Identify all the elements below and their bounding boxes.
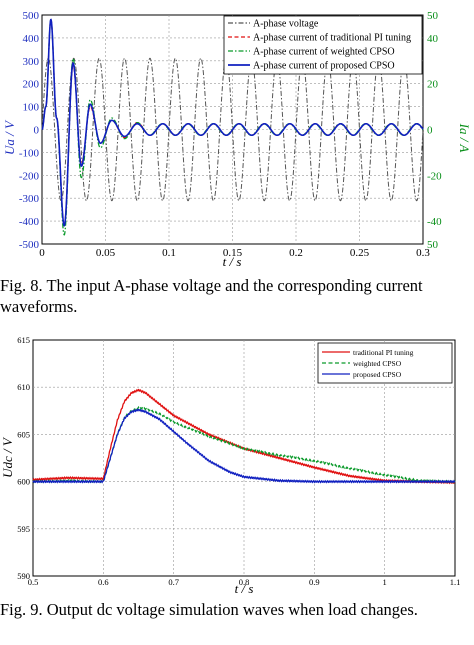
y-tick-label: 300 [23,56,40,68]
x-tick-labels: 0.5 0.6 0.7 0.8 0.9 1 1.1 [28,577,461,587]
x-tick-label: 0.3 [416,247,430,259]
series-line-proposed-cpso [41,18,424,227]
legend-entry: weighted CPSO [353,359,402,368]
y-tick-label: -400 [19,216,40,228]
y-axis-label: Ua / V [2,119,17,155]
y2-tick-label: 50 [427,239,439,251]
y-tick-label: -200 [19,170,40,182]
y-tick-label: 400 [23,33,40,45]
y2-tick-label: -20 [427,170,442,182]
figure-9-chart: 615 610 605 600 595 590 0.5 0.6 0.7 0.8 0.9 1 1.1 U… [0,335,461,596]
y-tick-label: -100 [19,147,40,159]
x-tick-label: 0.8 [239,577,250,587]
x-tick-label: 0.6 [98,577,109,587]
y2-tick-label: 50 [427,10,439,22]
x-tick-label: 0.25 [350,247,370,259]
x-tick-label: 0.2 [289,247,303,259]
figure-9-caption: Fig. 9. Output dc voltage simulation wav… [0,600,418,619]
y-tick-label: -300 [19,193,40,205]
y-tick-label: 500 [23,10,40,22]
legend-entry: A-phase current of traditional PI tuning [253,33,411,44]
y-tick-label: 610 [17,382,30,392]
x-tick-label: 1.1 [450,577,461,587]
series-line-proposed-cpso [32,408,456,484]
legend-entry: proposed CPSO [353,370,402,379]
y-tick-label: 590 [17,571,30,581]
x-tick-label: 0.1 [162,247,176,259]
y2-tick-label: -40 [427,216,442,228]
x-tick-label: 0.5 [28,577,39,587]
right-y-tick-labels: 50 40 20 0 -20 -40 50 [427,10,442,251]
y2-tick-label: 40 [427,33,439,45]
y-tick-labels: 615 610 605 600 595 590 [17,335,30,581]
x-tick-label: 0 [39,247,45,259]
left-y-tick-labels: 500 400 300 200 100 0 -100 -200 -300 -400 -500 [19,10,40,251]
y2-tick-label: 0 [427,125,433,137]
y-tick-label: 200 [23,79,40,91]
y-tick-label: 100 [23,102,40,114]
x-tick-labels: 0 0.05 0.1 0.15 0.2 0.25 0.3 [39,247,430,259]
y-axis-label: Udc / V [0,436,15,478]
legend-entry: A-phase voltage [253,19,319,30]
legend: traditional PI tuning weighted CPSO propos… [317,342,453,384]
x-tick-label: 1 [383,577,387,587]
y-tick-label: 605 [17,429,30,439]
x-tick-label: 0.05 [96,247,116,259]
y-tick-label: 595 [17,524,30,534]
legend-entry: A-phase current of proposed CPSO [253,61,395,72]
y-tick-label: 615 [17,335,30,345]
legend: A-phase voltage A-phase current of tradit… [223,15,423,75]
x-tick-label: 0.15 [223,247,243,259]
y2-axis-label: Ia / A [457,123,472,153]
series-group [32,388,456,485]
x-tick-label: 0.9 [309,577,320,587]
grid-lines [33,340,455,576]
y-tick-label: 600 [17,477,30,487]
legend-entry: A-phase current of weighted CPSO [253,47,395,58]
y2-tick-label: 20 [427,79,439,91]
series-group [41,18,424,236]
x-axis-label: t / s [235,581,254,596]
x-tick-label: 0.7 [168,577,179,587]
y-tick-label: 0 [34,125,40,137]
x-axis-label: t / s [223,254,242,269]
figure-8-caption: Fig. 8. The input A-phase voltage and th… [0,276,423,316]
legend-entry: traditional PI tuning [353,348,414,357]
y-tick-label: -500 [19,239,40,251]
